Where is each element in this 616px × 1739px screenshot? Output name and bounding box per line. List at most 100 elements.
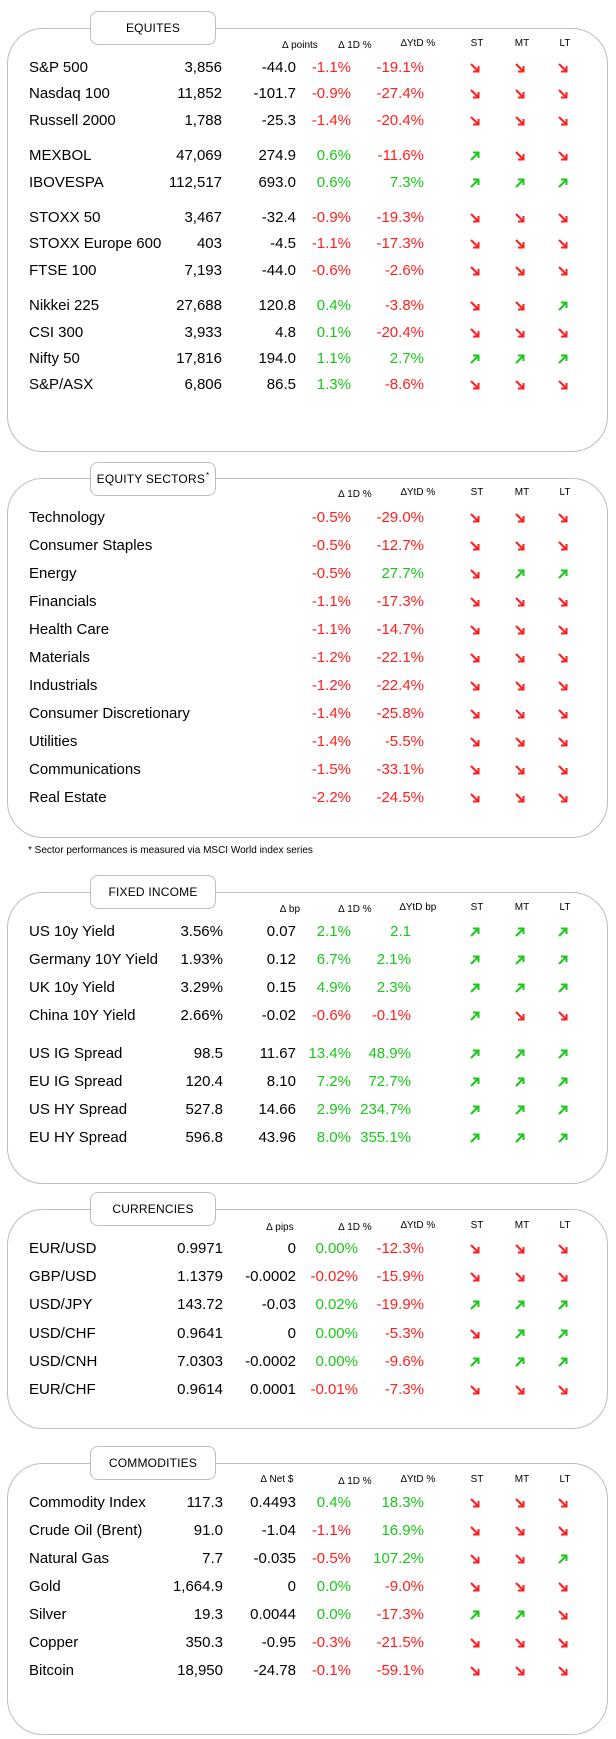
row-change-1d: -1.1% <box>311 59 351 76</box>
arrow-down-right-icon <box>513 149 527 163</box>
row-change-ytd: -19.1% <box>376 59 424 76</box>
arrow-down-right-icon <box>468 567 482 581</box>
arrow-down-right-icon <box>556 735 570 749</box>
arrow-down-right-icon <box>468 211 482 225</box>
row-change: -24.78 <box>253 1662 296 1679</box>
row-level: 3.56% <box>180 923 223 940</box>
row-change-ytd: -12.7% <box>376 537 424 554</box>
row-change-1d: 0.0% <box>316 1578 351 1595</box>
row-name: EUR/USD <box>29 1240 97 1257</box>
arrow-up-right-icon <box>468 925 482 939</box>
arrow-down-right-icon <box>468 1270 482 1284</box>
row-change-ytd: 107.2% <box>373 1550 424 1567</box>
arrow-up-right-icon <box>468 1608 482 1622</box>
row-change-1d: 0.00% <box>315 1352 358 1370</box>
arrow-down-right-icon <box>556 87 570 101</box>
row-change-1d: 13.4% <box>308 1045 351 1062</box>
row-name: Consumer Discretionary <box>29 705 190 722</box>
arrow-down-right-icon <box>468 707 482 721</box>
arrow-up-right-icon <box>556 1298 570 1312</box>
row-change-ytd: -59.1% <box>376 1662 424 1679</box>
row-change-1d: 0.0% <box>316 1606 351 1623</box>
table-row: China 10Y Yield 2.66% -0.02 -0.6% -0.1% <box>0 1002 601 1030</box>
arrow-down-right-icon <box>513 299 527 313</box>
table-row: US IG Spread 98.5 11.67 13.4% 48.9% <box>0 1040 601 1068</box>
row-change: -4.5 <box>270 235 296 253</box>
table-row: Russell 2000 1,788 -25.3 -1.4% -20.4% <box>0 107 601 135</box>
row-level: 0.9641 <box>177 1324 223 1342</box>
row-change-1d: -0.01% <box>310 1381 358 1398</box>
currencies-title: CURRENCIES <box>90 1192 216 1226</box>
table-row: US 10y Yield 3.56% 0.07 2.1% 2.1 <box>0 918 601 946</box>
arrow-up-right-icon <box>468 1298 482 1312</box>
arrow-up-right-icon <box>513 1103 527 1117</box>
arrow-down-right-icon <box>513 1009 527 1023</box>
header-mt: MT <box>514 487 530 498</box>
table-row: MEXBOL 47,069 274.9 0.6% -11.6% <box>0 142 601 170</box>
table-row: Energy -0.5% 27.7% <box>0 560 601 588</box>
row-change-ytd: -11.6% <box>377 147 424 165</box>
row-change-ytd: -22.1% <box>376 649 424 666</box>
table-row: Bitcoin 18,950 -24.78 -0.1% -59.1% <box>0 1657 601 1685</box>
arrow-down-right-icon <box>468 378 482 392</box>
table-row: Real Estate -2.2% -24.5% <box>0 784 601 812</box>
header-1d: ∆ 1D % <box>338 40 372 51</box>
arrow-up-right-icon <box>513 953 527 967</box>
row-change-ytd: 72.7% <box>368 1073 411 1090</box>
arrow-up-right-icon <box>468 149 482 163</box>
row-change-ytd: -0.1% <box>371 1007 411 1024</box>
header-lt: LT <box>559 1474 571 1485</box>
row-level: 3.29% <box>180 979 223 996</box>
arrow-up-right-icon <box>468 1047 482 1061</box>
row-change-ytd: -2.6% <box>384 261 424 279</box>
row-level: 17,816 <box>176 350 222 367</box>
arrow-up-right-icon <box>556 352 570 366</box>
row-change-1d: -0.1% <box>311 1662 351 1679</box>
arrow-down-right-icon <box>513 237 527 251</box>
arrow-down-right-icon <box>468 1524 482 1538</box>
header-change: ∆ pips <box>266 1222 294 1233</box>
arrow-down-right-icon <box>513 539 527 553</box>
header-ytd: ∆YtD % <box>400 1474 436 1485</box>
arrow-down-right-icon <box>556 1524 570 1538</box>
row-name: Real Estate <box>29 789 107 806</box>
row-name: USD/CNH <box>29 1352 98 1370</box>
arrow-down-right-icon <box>556 763 570 777</box>
arrow-down-right-icon <box>513 1524 527 1538</box>
arrow-down-right-icon <box>513 679 527 693</box>
table-row: US HY Spread 527.8 14.66 2.9% 234.7% <box>0 1096 601 1124</box>
row-name: Utilities <box>29 733 78 750</box>
table-row: Copper 350.3 -0.95 -0.3% -21.5% <box>0 1629 601 1657</box>
row-level: 7.0303 <box>177 1352 223 1370</box>
row-level: 2.66% <box>180 1007 223 1024</box>
row-change: 194.0 <box>258 350 296 367</box>
row-change-1d: -0.3% <box>311 1634 351 1651</box>
table-row: Consumer Discretionary -1.4% -25.8% <box>0 700 601 728</box>
row-change: 0.4493 <box>250 1494 296 1511</box>
row-name: Consumer Staples <box>29 537 153 554</box>
header-1d: ∆ 1D % <box>338 1476 372 1487</box>
arrow-down-right-icon <box>556 1270 570 1284</box>
arrow-down-right-icon <box>513 623 527 637</box>
arrow-down-right-icon <box>513 264 527 278</box>
row-change-ytd: -5.3% <box>384 1324 424 1342</box>
arrow-down-right-icon <box>556 149 570 163</box>
table-row: Nasdaq 100 11,852 -101.7 -0.9% -27.4% <box>0 80 601 108</box>
row-change-1d: 0.00% <box>315 1240 358 1257</box>
row-name: EUR/CHF <box>29 1381 96 1398</box>
arrow-down-right-icon <box>468 237 482 251</box>
arrow-down-right-icon <box>468 791 482 805</box>
row-change-ytd: -9.6% <box>384 1352 424 1370</box>
row-level: 3,467 <box>184 209 222 226</box>
header-ytd: ∆YtD % <box>400 1220 436 1231</box>
row-change-1d: 0.6% <box>316 147 351 165</box>
row-change-ytd: 48.9% <box>368 1045 411 1062</box>
row-change-ytd: 355.1% <box>360 1129 411 1146</box>
arrow-down-right-icon <box>468 595 482 609</box>
arrow-up-right-icon <box>556 1355 570 1369</box>
row-change-ytd: 7.3% <box>389 173 424 191</box>
row-change-1d: 2.1% <box>316 923 351 940</box>
table-row: STOXX Europe 600 403 -4.5 -1.1% -17.3% <box>0 230 601 258</box>
arrow-up-right-icon <box>556 1047 570 1061</box>
row-change: -44.0 <box>261 261 296 279</box>
